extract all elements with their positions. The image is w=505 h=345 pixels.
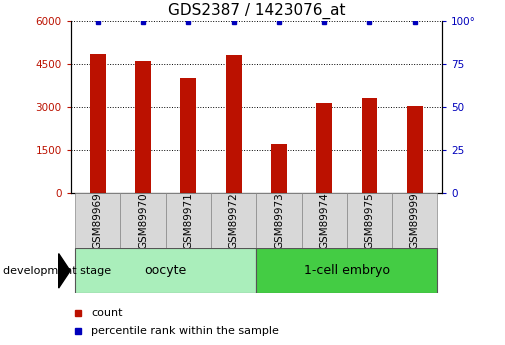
- Text: count: count: [91, 308, 123, 317]
- Text: GSM89999: GSM89999: [410, 193, 420, 249]
- Polygon shape: [59, 254, 70, 288]
- Text: GSM89974: GSM89974: [319, 193, 329, 249]
- Bar: [301, 193, 347, 248]
- Bar: [211, 193, 257, 248]
- Text: GSM89971: GSM89971: [183, 193, 193, 249]
- Text: GSM89975: GSM89975: [365, 193, 374, 249]
- Text: GSM89973: GSM89973: [274, 193, 284, 249]
- Bar: [316, 103, 332, 193]
- Bar: [166, 193, 211, 248]
- Bar: [75, 193, 121, 248]
- Title: GDS2387 / 1423076_at: GDS2387 / 1423076_at: [168, 3, 345, 19]
- Bar: [392, 193, 437, 248]
- Bar: [271, 144, 287, 193]
- Text: GSM89972: GSM89972: [229, 193, 239, 249]
- Bar: [362, 98, 377, 193]
- Bar: [75, 248, 257, 293]
- Bar: [226, 55, 241, 193]
- Text: GSM89969: GSM89969: [93, 193, 103, 249]
- Bar: [407, 106, 423, 193]
- Bar: [180, 78, 196, 193]
- Bar: [121, 193, 166, 248]
- Bar: [257, 248, 437, 293]
- Text: GSM89970: GSM89970: [138, 193, 148, 249]
- Bar: [257, 193, 301, 248]
- Text: 1-cell embryo: 1-cell embryo: [304, 264, 390, 277]
- Bar: [347, 193, 392, 248]
- Text: percentile rank within the sample: percentile rank within the sample: [91, 326, 279, 336]
- Bar: [135, 61, 151, 193]
- Text: oocyte: oocyte: [144, 264, 187, 277]
- Bar: [90, 54, 106, 193]
- Text: development stage: development stage: [3, 266, 111, 276]
